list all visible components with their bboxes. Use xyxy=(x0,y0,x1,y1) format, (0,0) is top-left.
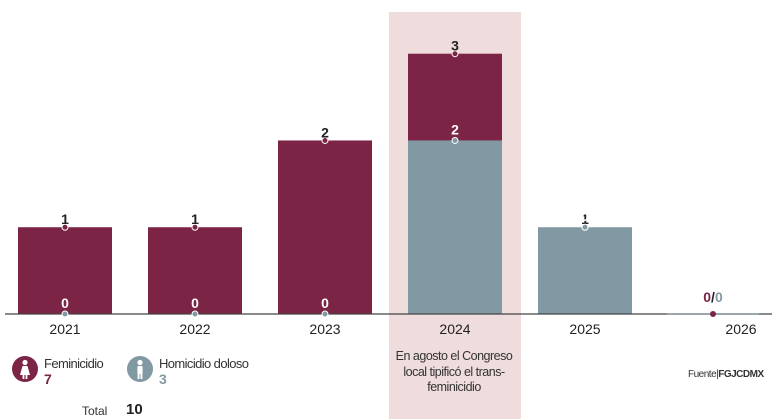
bar-feminicidio-2022 xyxy=(148,227,242,314)
data-label-total-2025: 1 xyxy=(581,211,589,227)
x-tick-label-2025: 2025 xyxy=(569,321,600,337)
split-label-2026: 0/0 xyxy=(703,289,723,305)
legend-label-feminicidio: Feminicidio xyxy=(44,356,104,371)
inner-marker-2023 xyxy=(321,310,329,318)
inner-marker-2021 xyxy=(61,310,69,318)
bar-feminicidio-2021 xyxy=(18,227,112,314)
top-marker-2022 xyxy=(191,223,199,231)
data-label-homicidio-2024: 2 xyxy=(451,121,459,137)
top-marker-2024 xyxy=(451,50,459,58)
split-label-part-0: 0 xyxy=(703,289,711,305)
legend-count-feminicidio: 7 xyxy=(44,371,52,387)
data-label-homicidio-2023: 0 xyxy=(321,295,329,311)
x-tick-label-2022: 2022 xyxy=(179,321,210,337)
total-label: Total xyxy=(82,404,108,418)
male-figure-icon xyxy=(127,356,153,382)
total-value: 10 xyxy=(126,401,143,418)
x-tick-label-2023: 2023 xyxy=(309,321,340,337)
data-label-total-2024: 3 xyxy=(451,38,459,54)
inner-marker-2025 xyxy=(581,223,589,231)
bar-feminicidio-2023 xyxy=(278,140,372,314)
x-tick-label-2021: 2021 xyxy=(49,321,80,337)
split-marker-2026 xyxy=(710,311,716,317)
top-marker-2023 xyxy=(321,136,329,144)
annotation-note: En agosto el Congreso local tipificó el … xyxy=(395,349,513,394)
source-prefix: Fuente| xyxy=(688,369,719,380)
bar-homicidio-doloso-2024 xyxy=(408,140,502,314)
data-label-total-2023: 2 xyxy=(321,124,329,140)
x-tick-label-2026: 2026 xyxy=(725,321,756,337)
legend-count-homicidio: 3 xyxy=(159,371,167,387)
inner-marker-2024 xyxy=(451,136,459,144)
data-label-homicidio-2025: 0 xyxy=(581,208,589,224)
data-label-homicidio-2022: 0 xyxy=(191,295,199,311)
top-marker-2021 xyxy=(61,223,69,231)
bar-feminicidio-2024 xyxy=(408,53,502,141)
bar-homicidio-doloso-2025 xyxy=(538,227,632,314)
split-label-part-1: / xyxy=(711,289,715,305)
data-label-homicidio-2021: 0 xyxy=(61,295,69,311)
data-label-total-2022: 1 xyxy=(191,211,199,227)
legend-label-homicidio: Homicidio doloso xyxy=(159,356,249,371)
split-label-part-2: 0 xyxy=(715,289,723,305)
inner-marker-2022 xyxy=(191,310,199,318)
source-name: FGJCDMX xyxy=(718,369,764,380)
source-credit: Fuente|FGJCDMX xyxy=(688,369,764,380)
data-label-total-2021: 1 xyxy=(61,211,69,227)
x-tick-label-2024: 2024 xyxy=(439,321,470,337)
female-figure-icon xyxy=(12,356,38,382)
